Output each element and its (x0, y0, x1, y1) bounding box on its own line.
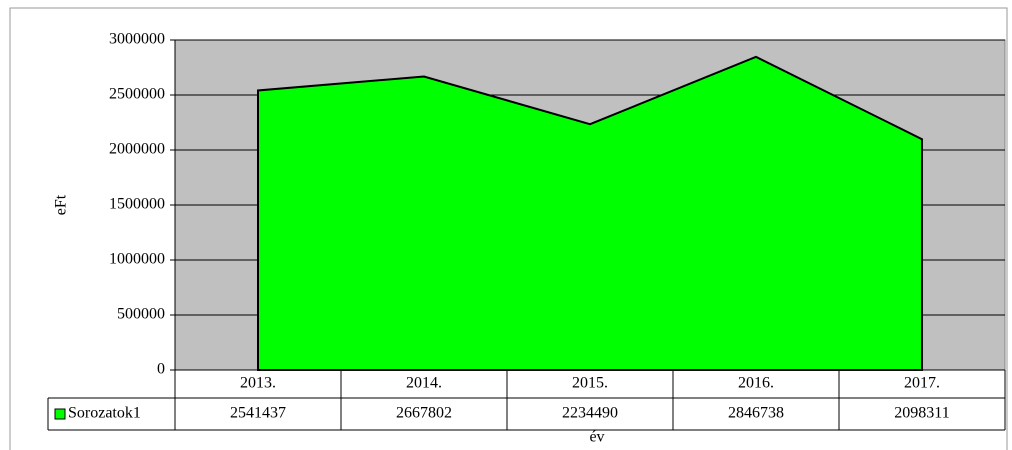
y-tick-label: 2000000 (109, 141, 165, 158)
y-axis-label: eFt (53, 194, 70, 215)
data-table-value: 2541437 (230, 405, 286, 422)
data-table-value: 2667802 (396, 405, 452, 422)
y-tick-label: 2500000 (109, 86, 165, 103)
x-tick-label: 2015. (572, 375, 608, 392)
area (257, 55, 923, 371)
data-table-value: 2234490 (562, 405, 618, 422)
x-axis-label: év (589, 429, 604, 446)
chart-frame (9, 7, 1008, 450)
x-tick-label: 2013. (240, 375, 276, 392)
y-tick-label: 1000000 (109, 251, 165, 268)
x-tick-label: 2014. (406, 375, 442, 392)
y-tick-label: 0 (157, 361, 165, 378)
data-table-value: 2098311 (894, 405, 949, 422)
legend-key (54, 408, 66, 420)
y-tick-label: 3000000 (109, 31, 165, 48)
x-tick-label: 2017. (904, 375, 940, 392)
y-tick-label: 1500000 (109, 196, 165, 213)
data-table-value: 2846738 (728, 405, 784, 422)
legend-label: Sorozatok1 (68, 405, 141, 422)
y-tick-label: 500000 (117, 306, 165, 323)
x-tick-label: 2016. (738, 375, 774, 392)
